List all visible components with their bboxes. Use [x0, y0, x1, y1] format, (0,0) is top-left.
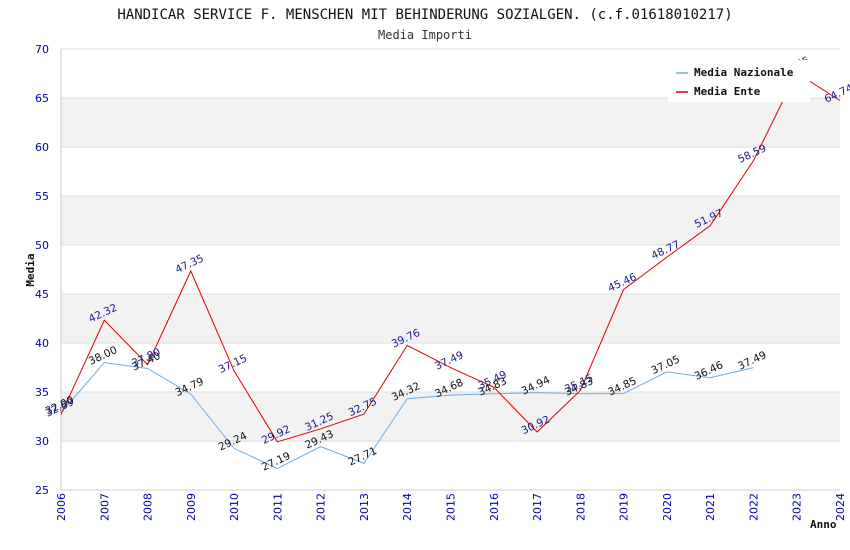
- y-tick-70: 70: [35, 43, 49, 56]
- x-tick-2006: 2006: [55, 493, 68, 521]
- chart-subtitle: Media Importi: [378, 28, 472, 42]
- band-40: [61, 294, 840, 343]
- y-tick-45: 45: [35, 288, 49, 301]
- y-tick-60: 60: [35, 141, 49, 154]
- x-tick-2015: 2015: [445, 493, 458, 521]
- y-tick-30: 30: [35, 435, 49, 448]
- x-tick-2009: 2009: [185, 493, 198, 521]
- y-tick-25: 25: [35, 484, 49, 497]
- band-50: [61, 196, 840, 245]
- legend: Media Nazionale Media Ente: [668, 60, 810, 102]
- x-tick-2017: 2017: [531, 493, 544, 521]
- x-tick-2013: 2013: [358, 493, 371, 521]
- band-30: [61, 392, 840, 441]
- series-line-media-ente: [60, 72, 841, 443]
- y-axis-label: Media: [24, 253, 37, 286]
- y-tick-50: 50: [35, 239, 49, 252]
- x-tick-2021: 2021: [704, 493, 717, 521]
- x-tick-2007: 2007: [98, 493, 111, 521]
- x-tick-2011: 2011: [271, 493, 284, 521]
- x-axis-label: Anno: [810, 518, 837, 531]
- x-tick-2010: 2010: [228, 493, 241, 521]
- series-lines: [60, 72, 841, 470]
- data-label-0-2022: 37.49: [736, 349, 768, 373]
- series-line-media-nazionale: [60, 362, 754, 470]
- x-tick-2024: 2024: [834, 493, 847, 521]
- legend-label-media-nazionale: Media Nazionale: [694, 66, 794, 79]
- data-label-1-2015: 37.49: [433, 349, 465, 373]
- x-tick-2023: 2023: [791, 493, 804, 521]
- plot-background-bands: [61, 98, 840, 441]
- x-tick-2016: 2016: [488, 493, 501, 521]
- x-tick-2018: 2018: [574, 493, 587, 521]
- y-tick-40: 40: [35, 337, 49, 350]
- y-tick-labels: 25 30 35 40 45 50 55 60 65 70: [35, 43, 49, 497]
- x-tick-labels: 2006 2007 2008 2009 2010 2011 2012 2013 2014 2015…: [55, 493, 847, 521]
- x-tick-2012: 2012: [315, 493, 328, 521]
- data-label-0-2011: 27.19: [260, 450, 292, 474]
- y-tick-65: 65: [35, 92, 49, 105]
- x-tick-2020: 2020: [661, 493, 674, 521]
- data-label-1-2010: 37.15: [217, 352, 249, 376]
- x-tick-2019: 2019: [618, 493, 631, 521]
- x-tick-2008: 2008: [142, 493, 155, 521]
- y-tick-55: 55: [35, 190, 49, 203]
- band-60: [61, 98, 840, 147]
- legend-box: [668, 60, 810, 102]
- x-tick-2022: 2022: [747, 493, 760, 521]
- y-tick-35: 35: [35, 386, 49, 399]
- x-tick-2014: 2014: [401, 493, 414, 521]
- chart-title: HANDICAR SERVICE F. MENSCHEN MIT BEHINDE…: [117, 7, 732, 23]
- data-label-0-2013: 27.71: [347, 445, 379, 469]
- data-label-0-2021: 36.46: [693, 359, 726, 383]
- legend-label-media-ente: Media Ente: [694, 85, 761, 98]
